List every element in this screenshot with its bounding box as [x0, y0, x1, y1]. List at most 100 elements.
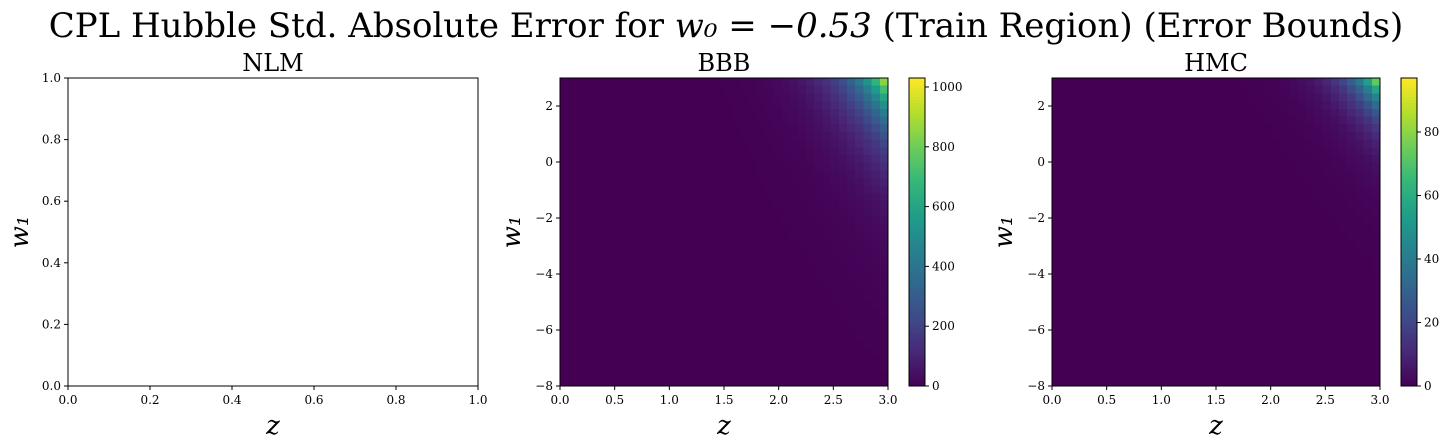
heatmap-cell	[609, 139, 618, 148]
heatmap-cell	[1142, 262, 1151, 272]
heatmap-cell	[650, 301, 659, 310]
heatmap-cell	[1183, 208, 1192, 218]
heatmap-cell	[683, 139, 692, 148]
heatmap-cell	[601, 232, 610, 241]
heatmap-cell	[1248, 131, 1258, 141]
heatmap-cell	[683, 324, 692, 333]
heatmap-cell	[1281, 347, 1291, 356]
heatmap-cell	[674, 85, 684, 94]
heatmap-cell	[601, 262, 610, 272]
heatmap-cell	[1298, 293, 1307, 302]
heatmap-cell	[740, 170, 750, 179]
heatmap-cell	[1355, 347, 1365, 356]
heatmap-cell	[592, 293, 602, 302]
heatmap-cell	[1101, 285, 1110, 295]
heatmap-cell	[1257, 78, 1266, 87]
heatmap-cell	[1207, 293, 1217, 302]
heatmap-cell	[1207, 108, 1217, 118]
heatmap-cell	[1068, 216, 1078, 225]
heatmap-cell	[806, 85, 815, 94]
heatmap-cell	[1175, 185, 1184, 195]
heatmap-cell	[1191, 255, 1201, 264]
colorbar-band	[909, 376, 925, 381]
heatmap-cell	[863, 378, 873, 387]
heatmap-cell	[715, 155, 725, 164]
heatmap-cell	[707, 170, 717, 179]
heatmap-cell	[666, 370, 676, 379]
heatmap-cell	[658, 378, 668, 387]
heatmap-cell	[838, 131, 848, 141]
heatmap-cell	[814, 332, 823, 341]
heatmap-cell	[568, 93, 577, 102]
heatmap-cell	[1199, 108, 1209, 118]
heatmap-cell	[1093, 208, 1102, 218]
colorbar-band	[909, 318, 925, 322]
heatmap-cell	[1347, 316, 1356, 325]
heatmap-cell	[1142, 178, 1151, 187]
heatmap-cell	[633, 339, 643, 349]
heatmap-cell	[765, 278, 774, 287]
heatmap-cell	[1248, 301, 1258, 310]
heatmap-cell	[1248, 347, 1258, 356]
heatmap-cell	[855, 347, 864, 356]
heatmap-cell	[592, 270, 602, 279]
heatmap-cell	[806, 347, 815, 356]
colorbar-band	[1401, 155, 1417, 159]
heatmap-cell	[1060, 232, 1069, 241]
heatmap-cell	[806, 93, 815, 102]
heatmap-cell	[797, 85, 807, 94]
heatmap-cell	[609, 224, 618, 233]
heatmap-cell	[1076, 332, 1086, 341]
heatmap-cell	[1183, 178, 1192, 187]
heatmap-cell	[1289, 355, 1299, 364]
heatmap-cell	[871, 316, 881, 325]
heatmap-cell	[781, 178, 791, 187]
heatmap-cell	[806, 224, 815, 233]
heatmap-cell	[683, 85, 692, 94]
heatmap-cell	[707, 155, 717, 164]
heatmap-cell	[666, 216, 676, 225]
heatmap-cell	[576, 309, 586, 318]
heatmap-cell	[1240, 93, 1250, 102]
heatmap-cell	[863, 155, 873, 164]
heatmap-cell	[830, 293, 840, 302]
heatmap-cell	[1355, 362, 1365, 372]
colorbar-band	[909, 235, 925, 239]
heatmap-cell	[822, 378, 832, 387]
heatmap-cell	[1224, 239, 1233, 248]
heatmap-cell	[838, 232, 848, 241]
heatmap-cell	[1076, 278, 1086, 287]
heatmap-cell	[1216, 309, 1225, 318]
heatmap-cell	[1142, 347, 1151, 356]
heatmap-cell	[642, 309, 651, 318]
heatmap-cell	[838, 147, 848, 156]
x-tick-label: 0.4	[222, 393, 241, 407]
heatmap-cell	[879, 108, 889, 118]
heatmap-cell	[1183, 185, 1192, 195]
heatmap-cell	[691, 278, 700, 287]
y-tick-label: 2	[545, 99, 553, 113]
heatmap-cell	[1166, 208, 1176, 218]
heatmap-cell	[773, 208, 782, 218]
colorbar-band	[909, 108, 925, 113]
colorbar-band	[1401, 241, 1417, 245]
heatmap-cell	[806, 355, 815, 364]
heatmap-cell	[748, 347, 758, 356]
heatmap-cell	[863, 162, 873, 171]
heatmap-cell	[1199, 139, 1209, 148]
heatmap-cell	[1076, 108, 1086, 118]
heatmap-cell	[1298, 324, 1307, 333]
heatmap-cell	[617, 247, 627, 256]
heatmap-cell	[625, 278, 635, 287]
colorbar-band	[1401, 151, 1417, 156]
heatmap-cell	[1068, 232, 1078, 241]
heatmap-cell	[625, 262, 635, 272]
heatmap-cell	[732, 101, 741, 110]
heatmap-cell	[1125, 270, 1135, 279]
heatmap-cell	[1240, 324, 1250, 333]
heatmap-cell	[1109, 332, 1119, 341]
heatmap-cell	[806, 101, 815, 110]
colorbar-band	[909, 253, 925, 258]
heatmap-cell	[1191, 170, 1201, 179]
